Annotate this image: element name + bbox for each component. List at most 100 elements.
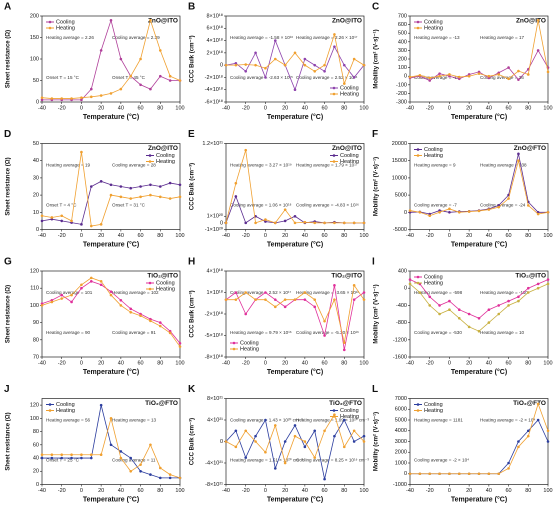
data-point xyxy=(80,456,83,460)
data-point xyxy=(362,63,366,67)
legend-marker xyxy=(416,409,420,412)
annotation: Heating average = -110 xyxy=(480,290,528,295)
data-point xyxy=(313,429,317,433)
x-axis-label: Temperature (°C) xyxy=(83,113,139,121)
x-tick-label: 60 xyxy=(506,233,512,239)
y-tick-label: 100 xyxy=(30,56,39,62)
data-point xyxy=(303,63,307,67)
data-point xyxy=(89,224,93,228)
y-tick-label: 6000 xyxy=(395,407,407,413)
data-point xyxy=(323,63,326,67)
data-point xyxy=(158,74,162,78)
legend-label: Cooling xyxy=(424,147,443,153)
x-tick-label: 0 xyxy=(448,105,451,111)
legend-label: Heating xyxy=(156,286,175,292)
x-tick-label: 100 xyxy=(359,233,368,239)
data-point xyxy=(80,98,83,102)
x-tick-label: -40 xyxy=(38,105,46,111)
legend-label: Heating xyxy=(340,414,359,420)
legend-marker xyxy=(148,160,152,163)
data-point xyxy=(234,181,238,185)
data-point xyxy=(342,63,346,67)
data-point xyxy=(89,280,93,283)
data-point xyxy=(303,220,307,224)
data-point xyxy=(129,186,133,190)
data-point xyxy=(149,193,152,197)
data-point xyxy=(60,219,64,223)
y-tick-label: -4×10²¹ xyxy=(205,460,223,466)
annotation: Cooling average = -2 × 10⁴ xyxy=(414,458,469,463)
data-point xyxy=(158,49,162,52)
x-tick-label: 20 xyxy=(98,233,104,239)
data-point xyxy=(99,283,103,287)
data-point xyxy=(352,440,356,443)
data-point xyxy=(119,304,123,307)
panel-letter: G xyxy=(4,257,12,268)
y-tick-label: 0 xyxy=(220,439,223,445)
data-point xyxy=(50,216,54,219)
data-point xyxy=(139,83,142,87)
x-tick-label: 60 xyxy=(138,488,144,494)
data-point xyxy=(244,291,248,294)
legend-label: Heating xyxy=(424,153,443,159)
y-tick-label: 120 xyxy=(30,403,39,409)
annotation: Cooling average = 28 xyxy=(112,163,156,168)
y-tick-label: 5000 xyxy=(395,417,407,423)
data-point xyxy=(109,293,113,297)
legend-marker xyxy=(232,341,236,345)
panel: B ZnO@ITO -6×10¹⁸ -4×10¹⁸ -2×10¹⁸ 0 2×10¹⁸ 4×10… xyxy=(188,2,369,121)
series-line xyxy=(42,405,180,479)
x-tick-label: -40 xyxy=(38,360,46,366)
x-tick-label: -20 xyxy=(426,105,434,111)
x-tick-label: 0 xyxy=(448,488,451,494)
y-tick-label: 2×10¹⁸ xyxy=(206,49,223,56)
data-point xyxy=(119,87,123,91)
data-point xyxy=(526,434,530,438)
x-tick-label: -20 xyxy=(242,488,250,494)
annotation: Cooling average = -5.30 × 10¹⁶ xyxy=(296,330,359,335)
y-axis-label: CCC Bulk (cm⁻³) xyxy=(189,290,196,337)
data-point xyxy=(546,282,550,286)
legend-label: Heating xyxy=(424,280,443,286)
panel: A ZnO@ITO 0 50 100 150 200 -40 -20 0 20 40 60 80 100 Te… xyxy=(4,2,185,121)
data-point xyxy=(119,456,123,460)
data-point xyxy=(293,434,297,438)
x-tick-label: -40 xyxy=(406,105,414,111)
x-tick-label: -40 xyxy=(222,360,230,366)
data-point xyxy=(428,304,432,307)
legend-label: Heating xyxy=(424,25,443,31)
data-point xyxy=(293,214,297,218)
y-axis-label: CCC Bulk (cm⁻³) xyxy=(189,418,196,465)
data-point xyxy=(139,314,142,318)
data-point xyxy=(119,298,123,302)
y-tick-label: 100 xyxy=(398,65,407,71)
data-point xyxy=(467,210,471,213)
y-axis-label: Mobility (cm² (V·s)⁻¹) xyxy=(373,412,380,471)
data-point xyxy=(40,304,44,307)
data-point xyxy=(497,312,501,316)
legend-marker xyxy=(148,154,152,157)
data-point xyxy=(158,324,162,328)
y-tick-label: -5×10¹⁸ xyxy=(205,332,223,339)
panel-title: TiO₂@ITO xyxy=(331,273,362,280)
data-point xyxy=(70,293,73,297)
data-point xyxy=(234,445,238,449)
annotation: Heating average = -1.58 × 10¹⁶ xyxy=(230,35,293,40)
x-tick-label: 100 xyxy=(359,488,368,494)
y-tick-label: -8×10¹⁸ xyxy=(205,353,223,360)
x-axis-label: Temperature (°C) xyxy=(451,495,507,503)
x-tick-label: 60 xyxy=(506,360,512,366)
data-point xyxy=(139,195,142,199)
annotation: Heating average = 3.27 × 10¹⁹ xyxy=(230,163,292,168)
data-point xyxy=(546,429,550,433)
legend-marker xyxy=(332,415,336,418)
data-point xyxy=(99,180,103,183)
y-tick-label: 0 xyxy=(36,482,39,488)
data-point xyxy=(158,195,162,199)
data-point xyxy=(487,321,491,324)
annotation: Cooling average = -2.63 × 10¹⁵ xyxy=(230,75,293,80)
data-point xyxy=(428,214,432,218)
data-point xyxy=(333,284,336,287)
y-tick-label: 0 xyxy=(404,210,407,216)
